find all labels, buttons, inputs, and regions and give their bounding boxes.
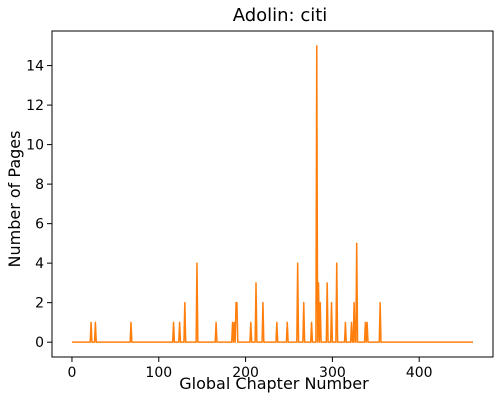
y-axis-label: Number of Pages <box>5 131 24 268</box>
y-tick-label: 14 <box>26 59 44 75</box>
x-tick-label: 300 <box>319 365 346 381</box>
x-tick-label: 200 <box>232 365 259 381</box>
y-tick-label: 2 <box>35 296 44 312</box>
y-tick-label: 6 <box>35 217 44 233</box>
x-axis-label: Global Chapter Number <box>179 374 369 393</box>
axes-frame <box>51 30 494 358</box>
chart-title: Adolin: citi <box>233 5 328 26</box>
x-tick-label: 0 <box>68 365 77 381</box>
x-tick-label: 400 <box>406 365 433 381</box>
y-tick-label: 0 <box>35 335 44 351</box>
y-tick-label: 8 <box>35 177 44 193</box>
y-tick-label: 10 <box>26 138 44 154</box>
y-tick-label: 12 <box>26 98 44 114</box>
plot-area: 0 100 200 300 400 0 2 4 6 8 10 12 14 <box>26 30 494 381</box>
series-line <box>71 45 474 343</box>
y-tick-label: 4 <box>35 256 44 272</box>
x-tick-label: 100 <box>145 365 172 381</box>
